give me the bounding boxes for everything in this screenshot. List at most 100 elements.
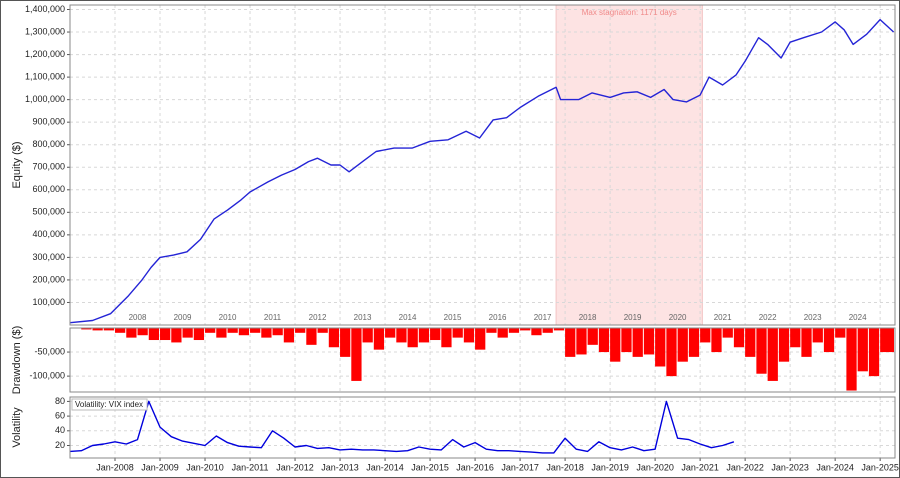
drawdown-bar [767, 328, 778, 381]
drawdown-bar [441, 328, 452, 348]
drawdown-bar [621, 328, 632, 353]
x-tick-label: Jan-2021 [681, 462, 719, 472]
y-tick-label: 600,000 [32, 184, 65, 194]
x-tick-label: 2014 [399, 313, 417, 322]
x-tick-label: 2011 [264, 313, 282, 322]
drawdown-bar [92, 328, 103, 331]
drawdown-bar [700, 328, 711, 343]
x-tick-label: Jan-2019 [591, 462, 629, 472]
y-tick-label: 40 [55, 425, 65, 435]
y-tick-label: -100,000 [29, 370, 65, 380]
drawdown-bar [317, 328, 328, 333]
drawdown-bar [857, 328, 868, 372]
y-tick-label: 1,400,000 [25, 4, 65, 14]
drawdown-bar [610, 328, 621, 362]
x-tick-label: 2022 [759, 313, 777, 322]
x-tick-label: 2009 [174, 313, 192, 322]
drawdown-bar [340, 328, 351, 357]
y-tick-label: 1,300,000 [25, 26, 65, 36]
drawdown-bar [362, 328, 373, 343]
drawdown-bar [778, 328, 790, 362]
drawdown-bar [711, 328, 722, 353]
x-tick-label: Jan-2011 [232, 462, 269, 472]
drawdown-bar [756, 328, 767, 374]
drawdown-bar [272, 328, 283, 336]
drawdown-bar [115, 328, 126, 333]
drawdown-bar [666, 328, 677, 377]
drawdown-bar [193, 328, 205, 341]
stagnation-label: Max stagnation: 1171 days [582, 8, 677, 17]
y-tick-label: 500,000 [32, 207, 65, 217]
drawdown-bar [632, 328, 643, 357]
x-tick-label: Jan-2016 [456, 462, 494, 472]
y-tick-label: 1,100,000 [25, 71, 65, 81]
y-tick-label: -50,000 [34, 346, 65, 356]
y-tick-label: 200,000 [32, 274, 65, 284]
y-tick-label: 900,000 [32, 117, 65, 127]
series-line [70, 18, 895, 324]
x-tick-label: Jan-2025 [861, 462, 899, 472]
drawdown-bar [238, 328, 250, 336]
drawdown-bar [373, 328, 385, 350]
x-tick-label: 2020 [669, 313, 687, 322]
x-tick-label: Jan-2020 [636, 462, 674, 472]
drawdown-bar [171, 328, 182, 343]
drawdown-bar [182, 328, 193, 338]
legend-box [71, 398, 148, 411]
drawdown-bar [81, 328, 92, 330]
y-tick-label: 800,000 [32, 139, 65, 149]
drawdown-bar [531, 328, 542, 336]
drawdown-bar [835, 328, 846, 338]
drawdown-bar [148, 328, 160, 341]
drawdown-bar [295, 328, 306, 333]
x-tick-label: Jan-2022 [726, 462, 764, 472]
plot-area [70, 397, 895, 458]
drawdown-bar [587, 328, 598, 345]
drawdown-bar [407, 328, 418, 348]
x-tick-label: Jan-2013 [321, 462, 359, 472]
drawdown-bar [351, 328, 362, 381]
drawdown-bar [497, 328, 508, 338]
drawdown-bar [385, 328, 396, 338]
drawdown-bar [306, 328, 317, 345]
x-tick-label: Jan-2015 [411, 462, 449, 472]
y-tick-label: 100,000 [32, 297, 65, 307]
series-line [70, 400, 735, 454]
drawdown-bar [430, 328, 441, 341]
drawdown-bar [328, 328, 340, 348]
drawdown-bar [227, 328, 238, 333]
x-tick-label: Jan-2008 [96, 462, 134, 472]
drawdown-bar [868, 328, 880, 377]
y-tick-label: 1,000,000 [25, 94, 65, 104]
drawdown-bar [801, 328, 812, 357]
drawdown-bar [261, 328, 272, 338]
y-tick-label: 300,000 [32, 252, 65, 262]
drawdown-bar [103, 328, 115, 331]
drawdown-bar [790, 328, 801, 348]
x-tick-label: 2015 [444, 313, 462, 322]
drawdown-bar [520, 328, 531, 331]
x-tick-label: Jan-2018 [546, 462, 584, 472]
drawdown-bar [508, 328, 520, 333]
y-tick-label: 20 [55, 440, 65, 450]
drawdown-bar [677, 328, 688, 362]
plot-area [70, 328, 895, 392]
drawdown-bar [655, 328, 666, 367]
x-tick-label: 2018 [579, 313, 597, 322]
y-tick-label: 400,000 [32, 229, 65, 239]
drawdown-bar [126, 328, 137, 338]
drawdown-bar [475, 328, 486, 350]
x-tick-label: 2024 [849, 313, 867, 322]
drawdown-bar [418, 328, 430, 343]
x-tick-label: 2016 [489, 313, 507, 322]
x-tick-label: Jan-2017 [501, 462, 539, 472]
x-tick-label: 2023 [804, 313, 822, 322]
drawdown-bar [880, 328, 894, 353]
drawdown-bar [283, 328, 295, 343]
panel-frame [69, 4, 896, 326]
drawdown-bar [137, 328, 148, 336]
drawdown-bar [733, 328, 745, 348]
x-tick-label: 2010 [219, 313, 237, 322]
